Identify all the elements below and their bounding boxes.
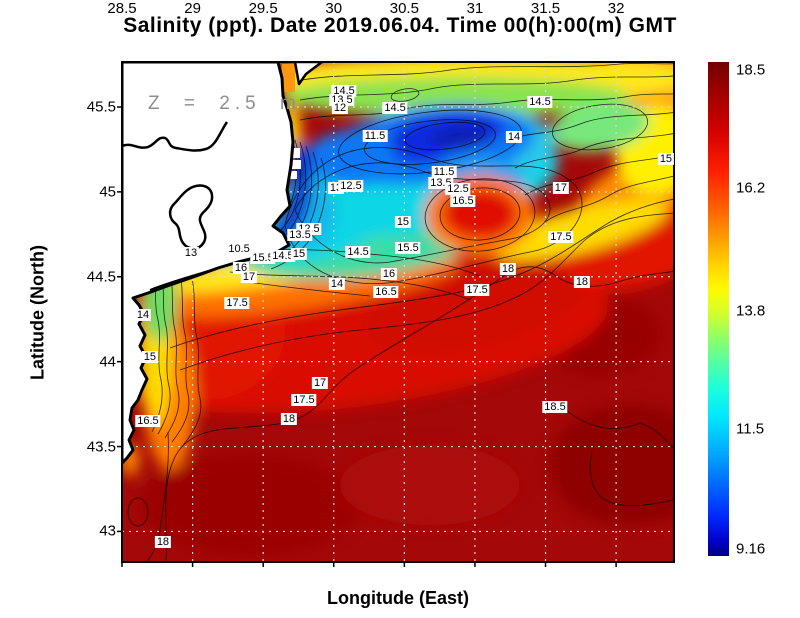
contour-label: 16.5 (135, 415, 161, 428)
contour-label: 17.5 (291, 394, 317, 407)
coastline (122, 62, 324, 465)
plot-frame (121, 61, 675, 563)
y-tick-label: 44.5 (86, 268, 116, 286)
contour-label: 18 (499, 262, 517, 275)
contour-label: 14 (505, 131, 523, 144)
contour-label: 15 (141, 351, 159, 364)
colorbar-tick-label: 9.16 (736, 540, 766, 558)
contour-label: 12.5 (445, 182, 471, 195)
x-tick-label: 28.5 (107, 0, 137, 17)
masked-cell (289, 171, 297, 179)
contour-label: 17.5 (224, 297, 250, 310)
contour-label: 15.5 (250, 251, 276, 264)
x-axis-label: Longitude (East) (327, 588, 469, 608)
colorbar-tick-label: 16.2 (736, 179, 766, 197)
contour-label: 14.5 (382, 102, 408, 114)
masked-cell (292, 160, 301, 169)
y-tick-label: 43.5 (86, 438, 116, 456)
salinity-field (122, 62, 674, 562)
y-tick-label: 43 (99, 522, 116, 540)
contour-label: 12.5 (338, 179, 364, 192)
masked-cell (290, 148, 300, 158)
contour-label: 16.5 (373, 286, 399, 299)
contour-label: 15 (657, 152, 675, 165)
x-tick-label: 30.5 (389, 0, 419, 17)
contour-label: 14 (134, 308, 152, 321)
contour-label: 17 (311, 377, 329, 390)
colorbar (708, 62, 729, 556)
contour-label: 14.5 (270, 250, 296, 263)
contour-label: 15 (290, 248, 308, 261)
contour-label: 11.5 (362, 130, 388, 143)
contour-label: 15.5 (395, 241, 421, 254)
axis-ticks (117, 106, 617, 567)
contour-label: 16.5 (450, 195, 476, 208)
contour-label: 14.5 (345, 245, 371, 258)
x-tick-label: 31 (466, 0, 484, 17)
contour-label: 16 (380, 268, 398, 281)
contour-label: 18 (154, 535, 172, 548)
contour-label: 18 (573, 276, 591, 289)
contour-label: 15 (394, 215, 412, 228)
contour-label: 18.5 (542, 400, 568, 413)
contour-label: 14 (328, 278, 346, 291)
contour-label: 10.5 (226, 242, 252, 255)
contour-label: 11.5 (431, 166, 457, 179)
x-tick-label: 31.5 (530, 0, 561, 17)
contour-label: 13 (182, 247, 200, 259)
contour-label: 17.5 (548, 231, 574, 244)
y-axis-label: Latitude (North) (27, 245, 48, 380)
colorbar-tick-label: 18.5 (736, 61, 766, 79)
x-tick-label: 29.5 (248, 0, 278, 17)
colorbar-tick-label: 13.8 (736, 302, 766, 320)
y-tick-label: 44 (99, 353, 116, 371)
x-tick-label: 29 (184, 0, 201, 17)
contour-label: 17 (552, 181, 570, 194)
contour-label: 18 (280, 413, 298, 426)
x-tick-label: 32 (607, 0, 625, 17)
contour-label: 12 (331, 102, 349, 114)
contour-label: 13.5 (287, 229, 313, 241)
contour-label: 17.5 (464, 284, 490, 296)
colorbar-tick-label: 11.5 (736, 420, 765, 438)
depth-annotation: Z = 2.5 m (148, 93, 301, 114)
chart-title: Salinity (ppt). Date 2019.06.04. Time 00… (123, 14, 677, 37)
y-tick-label: 45 (99, 183, 116, 201)
contour-label: 14.5 (527, 96, 553, 109)
river-cell (282, 64, 295, 92)
y-tick-label: 45.5 (86, 98, 116, 116)
x-tick-label: 30 (325, 0, 343, 17)
contour-label: 17 (240, 270, 258, 283)
